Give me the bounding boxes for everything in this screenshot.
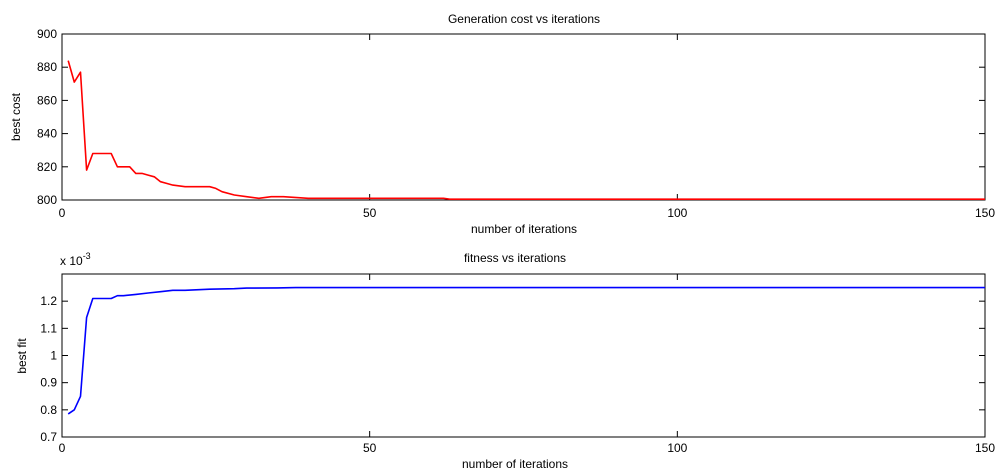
fitness-ytick-label: 1 (50, 349, 57, 363)
fitness-y-multiplier-base: x 10 (60, 254, 83, 268)
cost-chart-title: Generation cost vs iterations (448, 12, 600, 26)
cost-xtick-label: 100 (667, 206, 687, 220)
fitness-ytick-label: 0.9 (40, 376, 57, 390)
cost-ytick-label: 880 (37, 60, 57, 74)
fitness-xtick-label: 150 (975, 441, 995, 455)
cost-plot-area (61, 33, 986, 201)
fitness-xtick-label: 50 (363, 441, 377, 455)
cost-ytick-label: 800 (37, 193, 57, 207)
cost-chart-xlabel: number of iterations (471, 222, 577, 236)
fitness-ytick-label: 1.2 (40, 294, 57, 308)
fitness-xtick-label: 0 (59, 441, 66, 455)
fitness-chart-xlabel: number of iterations (462, 457, 568, 471)
cost-ytick-label: 900 (37, 27, 57, 41)
fitness-plot-area (61, 273, 986, 438)
fitness-series-line (67, 286, 985, 415)
cost-ytick-label: 820 (37, 160, 57, 174)
fitness-chart: fitness vs iterations x 10-3 0 50 100 150 0.… (15, 251, 995, 471)
cost-chart-ylabel: best cost (9, 92, 23, 141)
fitness-ytick-label: 0.8 (40, 403, 57, 417)
cost-xtick-label: 0 (59, 206, 66, 220)
cost-chart: Generation cost vs iterations 0 50 100 150 8… (9, 12, 995, 236)
cost-ytick-label: 860 (37, 93, 57, 107)
fitness-y-multiplier: x 10-3 (60, 251, 91, 268)
cost-xtick-label: 150 (975, 206, 995, 220)
cost-ytick-label: 840 (37, 127, 57, 141)
fitness-xtick-label: 100 (667, 441, 687, 455)
cost-xtick-label: 50 (363, 206, 377, 220)
fitness-chart-ylabel: best fit (15, 338, 29, 374)
fitness-ytick-label: 0.7 (40, 430, 57, 444)
fitness-chart-title: fitness vs iterations (464, 251, 566, 265)
cost-series-line (67, 60, 985, 200)
fitness-y-multiplier-exponent: -3 (83, 251, 91, 261)
fitness-ytick-label: 1.1 (40, 321, 57, 335)
